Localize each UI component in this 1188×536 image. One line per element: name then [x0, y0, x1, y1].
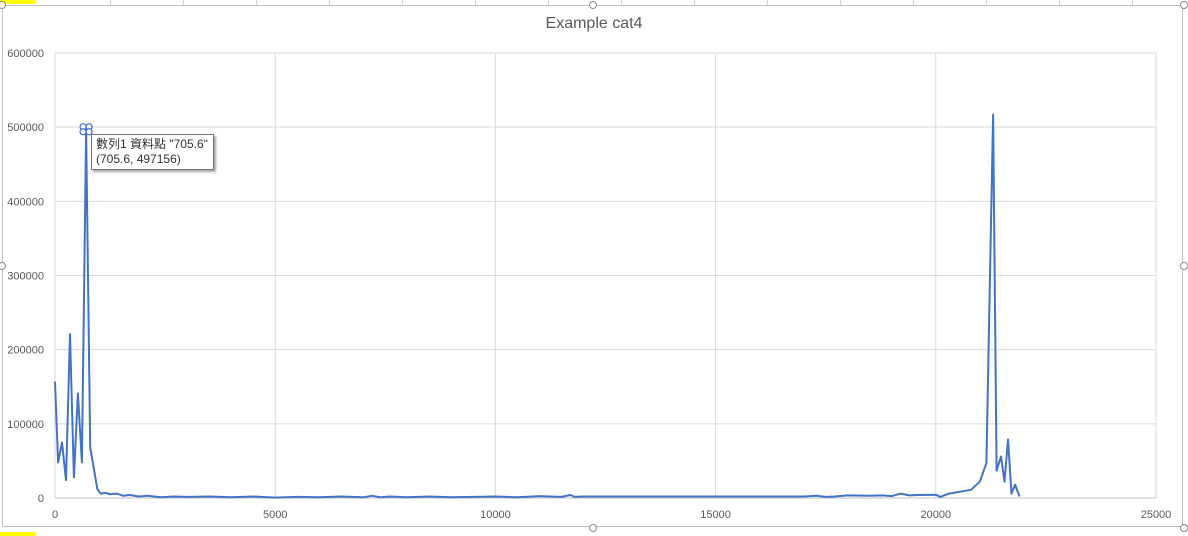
y-tick-label: 300000 — [7, 271, 44, 283]
resize-handle-top[interactable] — [589, 1, 597, 9]
x-tick-label: 15000 — [700, 509, 731, 521]
x-tick-label: 0 — [52, 509, 58, 521]
y-tick-label: 400000 — [7, 196, 44, 208]
tooltip-coordinates: (705.6, 497156) — [96, 152, 181, 166]
x-tick-label: 5000 — [263, 509, 287, 521]
resize-handle-bottom[interactable] — [589, 524, 597, 532]
data-point-tooltip: 數列1 資料點 "705.6" (705.6, 497156) — [91, 134, 214, 170]
x-tick-label: 20000 — [921, 509, 952, 521]
x-tick-label: 10000 — [480, 509, 511, 521]
y-tick-label: 600000 — [7, 48, 44, 60]
selected-point-marker[interactable] — [85, 128, 93, 136]
y-tick-label: 0 — [38, 493, 44, 505]
selected-point-marker[interactable] — [79, 128, 87, 136]
y-tick-label: 500000 — [7, 122, 44, 134]
tooltip-series-point: 數列1 資料點 "705.6" — [96, 137, 208, 151]
resize-handle-top-left[interactable] — [0, 1, 6, 9]
series-line[interactable] — [54, 113, 1021, 499]
selected-cell-marker — [0, 0, 36, 4]
y-tick-label: 100000 — [7, 419, 44, 431]
y-tick-label: 200000 — [7, 345, 44, 357]
selected-cell-marker — [0, 532, 36, 536]
chart-title[interactable]: Example cat4 — [545, 15, 643, 32]
resize-handle-left[interactable] — [0, 262, 6, 270]
x-tick-label: 25000 — [1141, 509, 1172, 521]
